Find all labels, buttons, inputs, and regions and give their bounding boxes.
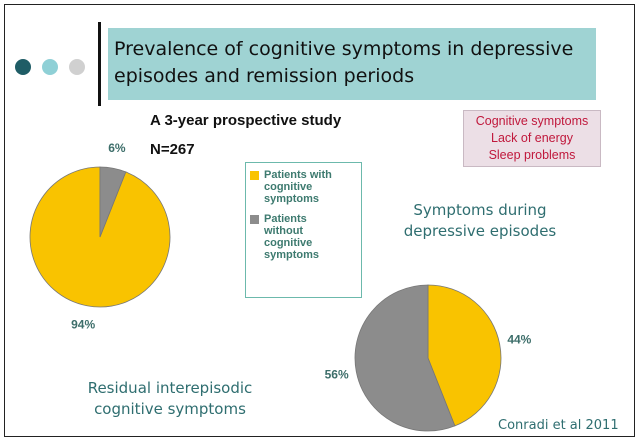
legend-swatch (250, 171, 259, 180)
dot (15, 59, 31, 75)
legend-item: Patients with cognitive symptoms (250, 169, 357, 205)
dot (42, 59, 58, 75)
frame (4, 4, 635, 437)
source: Conradi et al 2011 (498, 418, 619, 433)
legend-item: Patients without cognitive symptoms (250, 213, 357, 261)
value-label: 56% (325, 368, 349, 382)
symptom: Cognitive symptoms (475, 114, 589, 128)
dot (69, 59, 85, 75)
value-label: 94% (71, 318, 95, 332)
chart-title: Symptoms during depressive episodes (403, 201, 557, 240)
chart-title: Residual interepisodic cognitive symptom… (87, 379, 253, 418)
symptom: Lack of energy (491, 131, 573, 145)
legend-label: Patients with cognitive symptoms (264, 169, 332, 205)
sample-size: N=267 (150, 141, 195, 158)
slide-title: Prevalence of cognitive symptoms in depr… (108, 28, 596, 100)
pie-slice (427, 284, 502, 427)
pie-slice (354, 284, 456, 432)
divider (98, 22, 101, 106)
value-label: 6% (108, 141, 126, 155)
symptom: Sleep problems (488, 148, 576, 162)
subtitle: A 3-year prospective study (150, 112, 342, 129)
legend: Patients with cognitive symptoms Patients… (245, 162, 362, 298)
legend-label: Patients without cognitive symptoms (264, 213, 320, 261)
symptom-box: Cognitive symptoms Lack of energy Sleep … (463, 110, 601, 167)
pie-slice (99, 166, 127, 238)
legend-swatch (250, 215, 259, 224)
value-label: 44% (507, 333, 531, 347)
